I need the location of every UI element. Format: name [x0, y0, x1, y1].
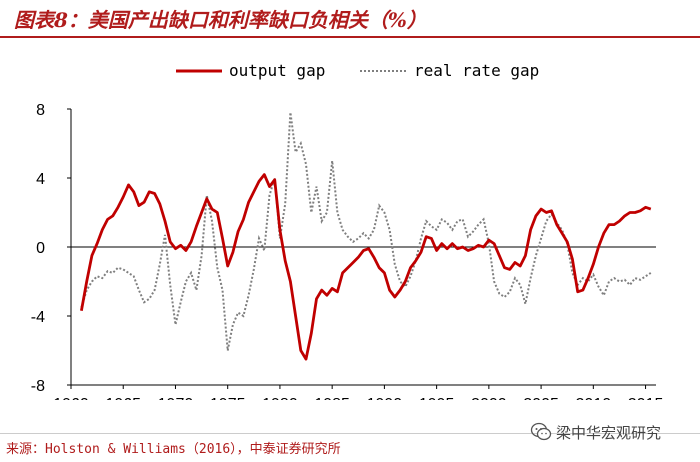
x-tick-label: 2000 — [471, 396, 507, 400]
title-divider — [0, 36, 700, 38]
series-line-output-gap — [80, 173, 652, 361]
y-tick-label: 0 — [36, 240, 45, 257]
wechat-icon — [530, 422, 552, 441]
x-tick-label: 1985 — [314, 396, 350, 400]
chart-legend: output gap real rate gap — [176, 61, 539, 80]
legend-label: real rate gap — [414, 61, 539, 80]
y-tick-label: 8 — [36, 102, 45, 119]
x-tick-label: 1965 — [105, 396, 141, 400]
y-tick-label: -4 — [31, 309, 45, 326]
x-tick-label: 2015 — [628, 396, 664, 400]
legend-label: output gap — [229, 61, 325, 80]
figure-title-bar: 图表8：美国产出缺口和利率缺口负相关（%） — [0, 0, 700, 38]
x-tick-label: 1970 — [158, 396, 194, 400]
chart-series — [80, 112, 652, 361]
y-tick-label: 4 — [36, 171, 45, 188]
source-divider — [0, 433, 700, 434]
line-chart: output gap real rate gap -8 -4 0 4 8 1960 1965 1… — [31, 61, 664, 400]
source-note: 来源：Holston & Williams（2016），中泰证券研究所 — [6, 442, 341, 457]
x-tick-label: 1960 — [53, 396, 89, 400]
x-tick-label: 1990 — [367, 396, 403, 400]
x-tick-label: 1995 — [419, 396, 455, 400]
watermark-text: 梁中华宏观研究 — [556, 423, 662, 442]
x-tick-label: 2010 — [576, 396, 612, 400]
watermark: 梁中华宏观研究 — [530, 420, 661, 444]
chart-axes: -8 -4 0 4 8 1960 1965 1970 1975 1980 1985 1990 1995 2… — [31, 102, 664, 400]
x-tick-label: 1980 — [262, 396, 298, 400]
figure-title: 图表8：美国产出缺口和利率缺口负相关（%） — [14, 8, 427, 32]
y-tick-label: -8 — [31, 378, 45, 395]
x-tick-label: 2005 — [523, 396, 559, 400]
x-tick-label: 1975 — [210, 396, 246, 400]
